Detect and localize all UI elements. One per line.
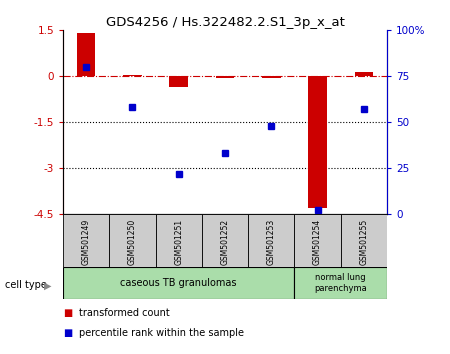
Text: GSM501253: GSM501253 xyxy=(267,218,276,265)
Text: caseous TB granulomas: caseous TB granulomas xyxy=(121,278,237,288)
Title: GDS4256 / Hs.322482.2.S1_3p_x_at: GDS4256 / Hs.322482.2.S1_3p_x_at xyxy=(106,16,344,29)
Text: ■: ■ xyxy=(63,328,72,338)
Text: GSM501250: GSM501250 xyxy=(128,218,137,265)
Text: GSM501249: GSM501249 xyxy=(81,218,90,265)
Text: GSM501255: GSM501255 xyxy=(360,218,369,265)
Bar xyxy=(123,75,142,76)
Bar xyxy=(341,214,387,267)
Text: GSM501251: GSM501251 xyxy=(174,218,183,264)
Bar xyxy=(63,267,294,299)
Text: ■: ■ xyxy=(63,308,72,318)
Bar xyxy=(109,214,156,267)
Text: GSM501254: GSM501254 xyxy=(313,218,322,265)
Text: cell type: cell type xyxy=(5,280,47,290)
Bar xyxy=(308,76,327,208)
Bar xyxy=(248,214,294,267)
Bar xyxy=(355,72,373,76)
Bar xyxy=(77,33,95,76)
Bar xyxy=(294,214,341,267)
Bar xyxy=(294,267,387,299)
Text: normal lung
parenchyma: normal lung parenchyma xyxy=(315,274,367,293)
Text: ▶: ▶ xyxy=(44,281,52,291)
Bar xyxy=(216,76,234,78)
Bar xyxy=(262,76,280,78)
Text: GSM501252: GSM501252 xyxy=(220,218,230,264)
Bar xyxy=(63,214,109,267)
Bar xyxy=(156,214,202,267)
Bar xyxy=(202,214,248,267)
Bar xyxy=(170,76,188,87)
Text: transformed count: transformed count xyxy=(79,308,170,318)
Text: percentile rank within the sample: percentile rank within the sample xyxy=(79,328,244,338)
